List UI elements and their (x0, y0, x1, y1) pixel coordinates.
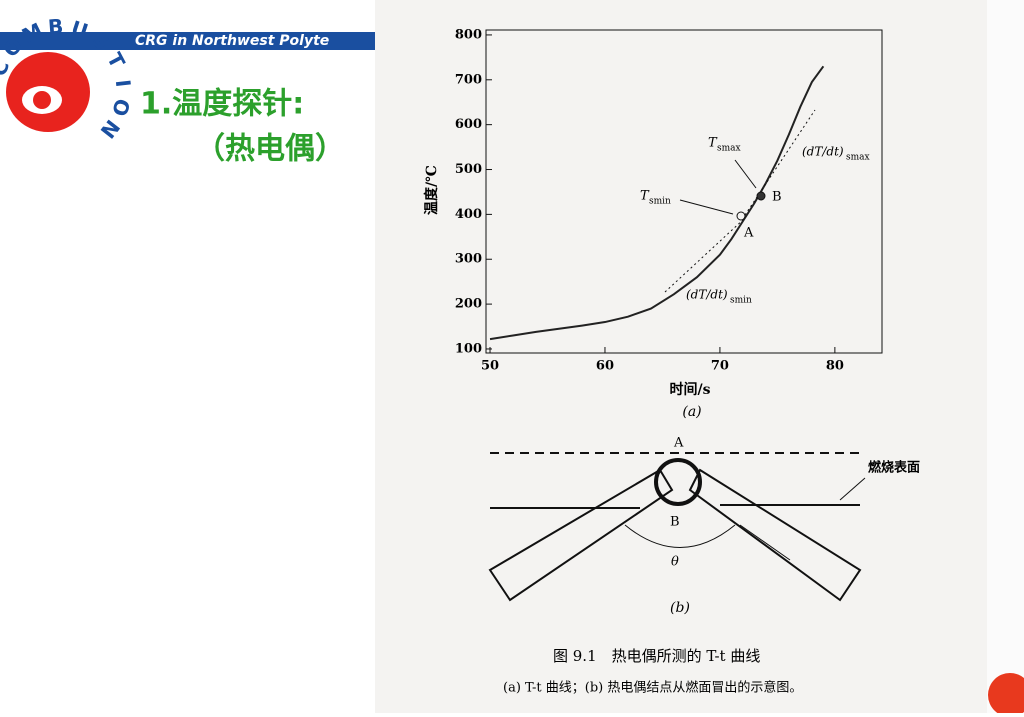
diagram-label: 燃烧表面 (868, 460, 920, 476)
scan (375, 0, 987, 713)
x-axis-title: 时间/s (670, 381, 711, 398)
logo-letter: B (47, 14, 64, 39)
logo-letter: N (95, 115, 124, 143)
point-marker (736, 211, 746, 221)
plot-frame (485, 29, 883, 354)
logo-letter: I (111, 78, 136, 88)
logo-letter: S (88, 28, 114, 56)
y-axis-title: 温度/℃ (423, 165, 440, 215)
y-tick-label: 600 (455, 117, 482, 132)
x-tick-label: 80 (826, 359, 844, 374)
y-tick-label: 500 (455, 162, 482, 177)
red-ball (988, 673, 1024, 717)
arrow (839, 477, 866, 501)
subcaption: (b) (670, 600, 690, 616)
logo-letter: O (107, 96, 135, 119)
edge (987, 0, 1024, 713)
y-tick-label: 400 (455, 207, 482, 222)
annotation: (dT/dt) (802, 145, 844, 159)
y-tick-label: 100 (455, 341, 482, 356)
annotation: A (743, 226, 754, 241)
banner: CRG in Northwest Polyte (135, 33, 329, 49)
tangent (664, 217, 746, 293)
point-marker (756, 191, 766, 201)
diagram-label: θ (671, 555, 679, 570)
y-tick-label: 200 (455, 297, 482, 312)
wire (488, 468, 674, 602)
banner-bar (0, 32, 375, 50)
annotation-sub: smin (730, 296, 752, 306)
diagram-label: A (673, 436, 684, 451)
annotation-sub: smax (846, 153, 870, 163)
diagram (488, 452, 866, 602)
arrow (679, 199, 734, 215)
diagram-label: B (670, 515, 680, 530)
x-tick-label: 60 (596, 359, 614, 374)
heading: （热电偶） (195, 132, 345, 167)
annotation: B (772, 190, 782, 205)
logo-letter: U (68, 16, 91, 44)
junction (654, 458, 702, 506)
annotation-sub: smin (649, 197, 671, 207)
y-tick-label: 300 (455, 252, 482, 267)
subcaption: (a) (682, 404, 701, 420)
data-line (489, 65, 825, 341)
caption: (a) T-t 曲线；(b) 热电偶结点从燃面冒出的示意图。 (503, 680, 802, 696)
arrow (739, 524, 791, 561)
angle-arc (624, 524, 736, 548)
wire (688, 468, 862, 602)
y-tick-label: 700 (455, 72, 482, 87)
heading: 1.温度探针: (140, 87, 304, 122)
annotation: T (640, 189, 650, 204)
x-tick-label: 70 (711, 359, 729, 374)
y-tick-label: 800 (455, 27, 482, 42)
arrow (734, 159, 757, 189)
logo-letter: T (102, 49, 130, 73)
annotation-sub: smax (717, 144, 741, 154)
annotation: (dT/dt) (686, 288, 728, 302)
caption: 图 9.1 热电偶所测的 T-t 曲线 (553, 647, 760, 665)
tangent (744, 109, 816, 216)
logo (33, 91, 51, 109)
x-tick-label: 50 (481, 359, 499, 374)
annotation: T (708, 136, 718, 151)
